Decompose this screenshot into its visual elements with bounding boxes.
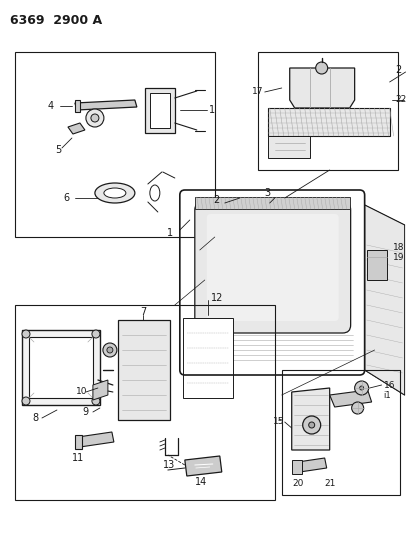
Polygon shape <box>329 390 371 407</box>
Text: 22: 22 <box>395 95 406 104</box>
FancyBboxPatch shape <box>206 214 338 321</box>
Polygon shape <box>93 380 108 400</box>
Circle shape <box>103 343 117 357</box>
Circle shape <box>302 416 320 434</box>
Text: 2: 2 <box>212 195 218 205</box>
Bar <box>29 337 93 398</box>
Polygon shape <box>267 108 389 136</box>
Circle shape <box>354 381 368 395</box>
Text: 14: 14 <box>194 477 207 487</box>
Text: 1: 1 <box>166 228 173 238</box>
Polygon shape <box>68 123 85 134</box>
Polygon shape <box>291 388 329 450</box>
Bar <box>194 197 349 209</box>
Text: 8: 8 <box>32 413 38 423</box>
Circle shape <box>92 330 100 338</box>
Ellipse shape <box>103 188 126 198</box>
Text: 13: 13 <box>162 460 175 470</box>
Bar <box>182 318 232 398</box>
Bar <box>257 52 397 170</box>
Circle shape <box>22 330 30 338</box>
Polygon shape <box>184 456 221 476</box>
Text: 12: 12 <box>210 293 222 303</box>
Circle shape <box>92 397 100 405</box>
Bar <box>366 250 386 280</box>
Ellipse shape <box>94 183 135 203</box>
Polygon shape <box>289 68 354 108</box>
Polygon shape <box>144 88 174 133</box>
Text: 6: 6 <box>63 193 69 203</box>
Polygon shape <box>364 205 404 395</box>
Text: 7: 7 <box>139 307 146 317</box>
Text: 11: 11 <box>72 453 84 463</box>
Circle shape <box>351 402 363 414</box>
Text: 6369  2900 A: 6369 2900 A <box>10 14 102 27</box>
Polygon shape <box>291 460 301 474</box>
Text: 18: 18 <box>392 243 403 252</box>
Bar <box>22 330 100 405</box>
Text: 2: 2 <box>395 65 401 75</box>
Circle shape <box>91 114 99 122</box>
Text: 21: 21 <box>324 479 335 488</box>
Text: 19: 19 <box>392 253 403 262</box>
Polygon shape <box>75 100 137 110</box>
Polygon shape <box>78 432 114 447</box>
Text: 10: 10 <box>76 387 87 397</box>
Polygon shape <box>267 136 309 158</box>
Bar <box>15 305 274 500</box>
Polygon shape <box>75 100 80 112</box>
Text: 1: 1 <box>208 105 214 115</box>
Circle shape <box>359 386 363 390</box>
Text: 9: 9 <box>82 407 88 417</box>
Text: 4: 4 <box>48 101 54 111</box>
Text: i1: i1 <box>383 391 390 400</box>
Text: 16: 16 <box>383 381 394 390</box>
Circle shape <box>315 62 327 74</box>
Text: 17: 17 <box>251 87 263 96</box>
Text: 15: 15 <box>272 417 283 426</box>
Circle shape <box>107 347 112 353</box>
Circle shape <box>86 109 103 127</box>
Polygon shape <box>297 458 326 472</box>
Bar <box>118 320 169 420</box>
Text: 20: 20 <box>292 479 303 488</box>
Circle shape <box>308 422 314 428</box>
Text: 3: 3 <box>264 188 270 198</box>
Bar <box>281 370 399 495</box>
FancyBboxPatch shape <box>194 202 350 333</box>
Text: 5: 5 <box>55 145 61 155</box>
Bar <box>15 52 214 237</box>
Circle shape <box>22 397 30 405</box>
Polygon shape <box>75 435 82 449</box>
Polygon shape <box>149 93 169 128</box>
